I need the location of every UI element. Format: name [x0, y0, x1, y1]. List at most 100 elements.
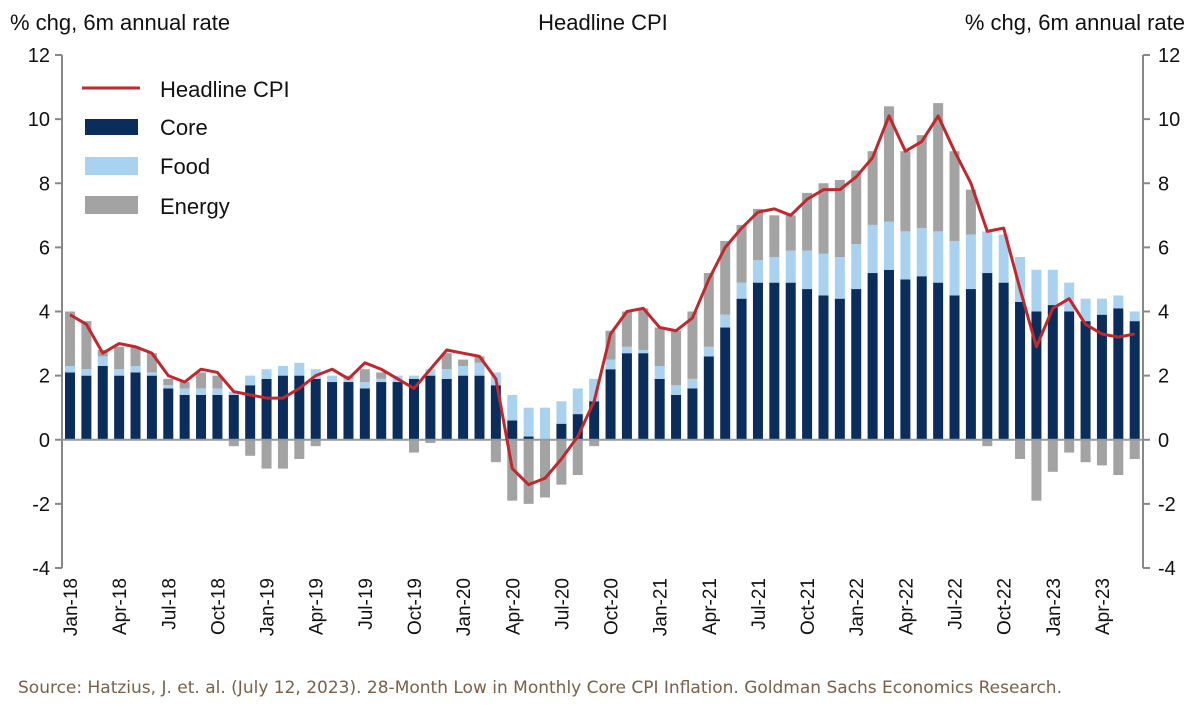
bar-core-Feb-21	[671, 394, 682, 440]
bar-energy-May-18	[130, 346, 141, 367]
bar-energy-May-22	[916, 135, 927, 229]
bar-core-Apr-23	[1096, 314, 1107, 440]
bar-energy-Apr-23	[1096, 439, 1107, 466]
bar-food-Aug-20	[572, 388, 583, 415]
bar-food-Sep-22	[982, 231, 993, 274]
bar-core-Sep-22	[982, 273, 993, 440]
bar-food-Mar-19	[294, 362, 305, 376]
source-citation: Source: Hatzius, J. et. al. (July 12, 20…	[18, 678, 1062, 698]
bar-core-Jul-18	[163, 388, 174, 440]
bar-food-Mar-22	[884, 221, 894, 270]
bar-food-Oct-21	[802, 250, 813, 290]
bar-food-Sep-21	[785, 250, 796, 283]
bar-core-Dec-22	[1031, 311, 1042, 440]
bar-food-Nov-19	[425, 369, 436, 376]
bar-energy-Jun-22	[933, 103, 944, 232]
x-tick-label: Apr-20	[503, 578, 524, 635]
bar-core-Aug-19	[376, 382, 387, 440]
x-tick-label: Jan-19	[258, 578, 279, 636]
bar-core-Apr-20	[507, 420, 518, 440]
bar-core-Jul-21	[752, 282, 763, 440]
headline-cpi-line	[69, 114, 1135, 487]
bar-core-Feb-20	[474, 375, 485, 440]
right-tick-label: 10	[1158, 109, 1180, 131]
bar-food-May-23	[1113, 295, 1124, 309]
x-tick-label: Oct-22	[995, 578, 1016, 635]
bar-energy-Jan-21	[654, 327, 665, 367]
right-axis-label: % chg, 6m annual rate	[965, 10, 1185, 35]
bar-core-Oct-20	[605, 369, 616, 440]
bar-food-Jun-23	[1129, 311, 1140, 322]
bar-energy-Sep-18	[196, 372, 207, 389]
bar-core-Dec-18	[245, 385, 256, 440]
bar-core-Nov-21	[818, 295, 829, 440]
bar-food-Nov-22	[1015, 256, 1026, 302]
axes-layer: -4 -4 -2 -2 0 0 2 2 4 4 6 6 8 8 10 10 12 12 Jan-18 Apr-18 Ju…	[28, 45, 1181, 636]
bar-energy-May-20	[523, 439, 534, 504]
bar-core-Jul-22	[949, 295, 960, 440]
bar-core-Mar-22	[884, 269, 894, 440]
bar-energy-Jan-18	[65, 311, 75, 367]
chart-title: Headline CPI	[538, 10, 668, 35]
bar-energy-Aug-21	[769, 215, 780, 257]
bar-energy-May-21	[720, 240, 731, 315]
x-tick-label: Jan-21	[651, 578, 672, 636]
right-tick-label: 8	[1158, 173, 1169, 195]
bar-food-Jul-21	[752, 260, 763, 283]
bar-energy-Aug-19	[376, 372, 387, 379]
bar-core-Sep-18	[196, 394, 207, 440]
bar-core-Jul-20	[556, 423, 567, 440]
bar-food-Feb-21	[671, 385, 682, 395]
bar-food-Apr-22	[900, 231, 911, 280]
bar-food-Feb-22	[867, 224, 878, 274]
bar-core-Jan-22	[851, 289, 862, 440]
bar-energy-Aug-22	[965, 189, 976, 235]
bar-energy-Nov-18	[228, 439, 239, 447]
bar-food-Jan-18	[65, 366, 75, 373]
bar-core-Aug-21	[769, 282, 780, 440]
bar-energy-Dec-19	[441, 353, 452, 370]
bar-core-May-19	[327, 382, 338, 440]
bar-energy-Aug-18	[179, 382, 190, 389]
right-tick-label: 2	[1158, 366, 1169, 388]
bar-energy-Dec-18	[245, 439, 256, 456]
bar-energy-Jul-22	[949, 151, 960, 241]
left-tick-label: -4	[32, 558, 50, 580]
left-tick-label: 4	[39, 302, 50, 324]
bar-energy-Jan-22	[851, 170, 862, 245]
bar-food-Apr-18	[114, 369, 125, 376]
bar-food-Apr-21	[703, 346, 714, 357]
legend-swatch-food	[85, 157, 138, 175]
bar-food-Feb-23	[1064, 282, 1075, 312]
bar-core-Nov-18	[228, 394, 239, 440]
x-tick-label: Jul-18	[159, 578, 180, 630]
bar-core-Mar-20	[490, 385, 501, 440]
left-tick-label: 2	[39, 366, 50, 388]
bar-energy-Apr-19	[310, 439, 321, 447]
bar-food-Jul-20	[556, 401, 567, 424]
bar-core-Dec-21	[834, 298, 845, 440]
bar-core-May-20	[523, 436, 534, 440]
bar-core-Oct-19	[408, 378, 419, 440]
right-tick-label: -2	[1158, 494, 1176, 516]
bar-energy-Dec-22	[1031, 439, 1042, 501]
bar-core-Apr-22	[900, 279, 911, 440]
bar-food-Feb-20	[474, 362, 485, 376]
bar-core-Jul-19	[359, 388, 370, 440]
legend-swatch-energy	[85, 196, 138, 214]
bar-core-Sep-21	[785, 282, 796, 440]
bar-energy-Jul-21	[752, 208, 763, 261]
bar-energy-Mar-21	[687, 311, 698, 379]
legend-label-food: Food	[160, 154, 210, 179]
bar-food-Dec-22	[1031, 269, 1042, 312]
bar-food-Sep-20	[589, 378, 600, 402]
x-tick-label: Apr-21	[700, 578, 721, 635]
x-tick-label: Oct-18	[208, 578, 229, 635]
bar-food-Dec-21	[834, 256, 845, 299]
bar-food-Jan-23	[1047, 269, 1058, 306]
bar-energy-Nov-21	[818, 183, 829, 254]
bar-energy-Feb-21	[671, 330, 682, 386]
bar-energy-Apr-22	[900, 151, 911, 232]
bar-food-Oct-20	[605, 359, 616, 370]
